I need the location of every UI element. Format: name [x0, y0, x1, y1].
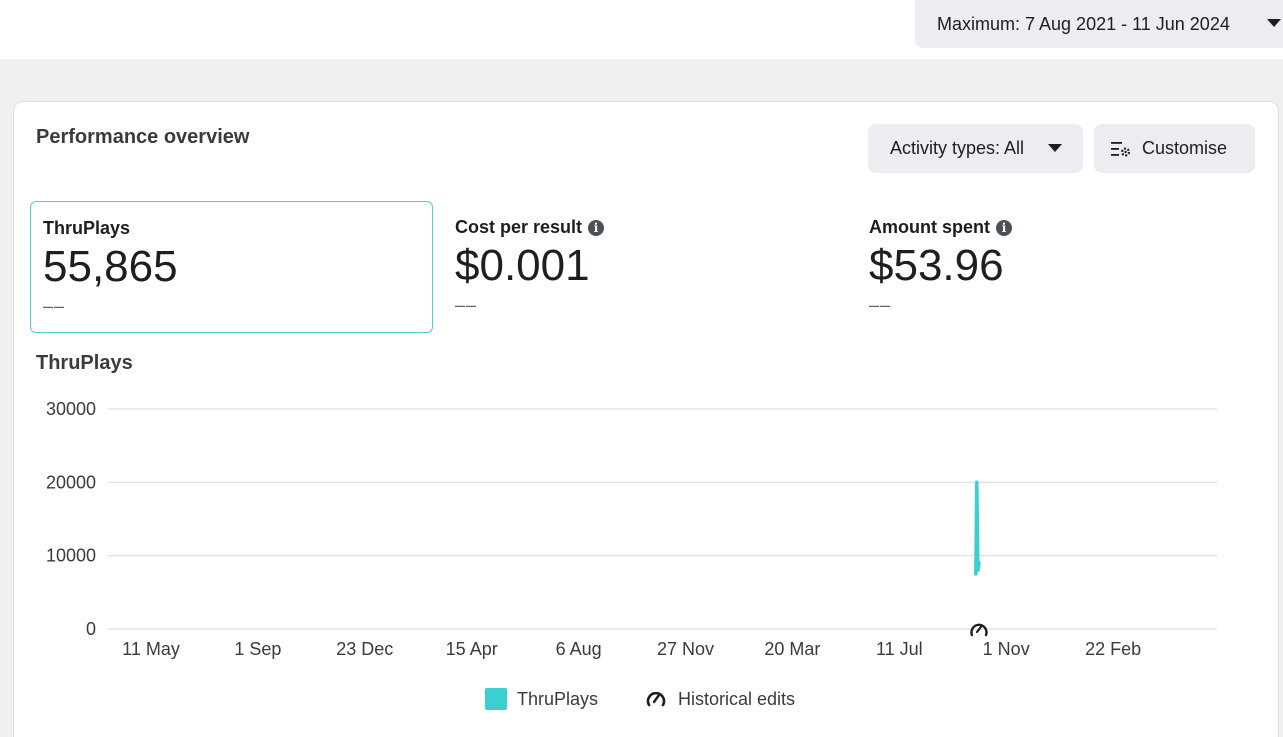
info-icon[interactable]: i	[996, 219, 1012, 236]
historical-edits-icon	[646, 691, 666, 707]
chart-title: ThruPlays	[36, 352, 133, 374]
legend-item-thruplays[interactable]: ThruPlays	[485, 686, 598, 712]
metric-amount-spent[interactable]: Amount spent i $53.96 ––	[857, 201, 1257, 333]
customise-button[interactable]: Customise	[1094, 124, 1255, 173]
date-range-label: Maximum: 7 Aug 2021 - 11 Jun 2024	[937, 13, 1230, 34]
activity-types-dropdown[interactable]: Activity types: All	[868, 124, 1083, 173]
customise-label: Customise	[1142, 138, 1228, 158]
legend-label: ThruPlays	[517, 688, 599, 709]
caret-down-icon	[1267, 19, 1281, 27]
legend-item-historical-edits[interactable]: Historical edits	[644, 686, 795, 712]
performance-card	[13, 101, 1279, 737]
customise-settings-icon	[1111, 142, 1131, 157]
metric-label: Cost per result i	[455, 217, 605, 238]
metric-label: Amount spent i	[869, 217, 1012, 238]
card-title: Performance overview	[36, 126, 250, 148]
caret-down-icon	[1048, 144, 1062, 152]
series-swatch	[485, 688, 507, 710]
metric-cost-per-result[interactable]: Cost per result i $0.001 ––	[443, 201, 843, 333]
metric-delta: ––	[455, 295, 478, 315]
metric-label: ThruPlays	[43, 218, 131, 238]
metric-thruplays[interactable]: ThruPlays 55,865 ––	[30, 201, 433, 333]
date-range-selector[interactable]: Maximum: 7 Aug 2021 - 11 Jun 2024	[915, 0, 1283, 48]
metric-value: $53.96	[869, 241, 1004, 290]
metric-value: 55,865	[43, 242, 178, 291]
metric-delta: ––	[43, 296, 66, 316]
legend-label: Historical edits	[678, 688, 796, 709]
top-bar: Maximum: 7 Aug 2021 - 11 Jun 2024	[0, 0, 1283, 59]
info-icon[interactable]: i	[588, 219, 605, 236]
metric-value: $0.001	[455, 241, 590, 290]
activity-types-label: Activity types: All	[890, 138, 1025, 158]
metric-delta: ––	[869, 295, 892, 315]
